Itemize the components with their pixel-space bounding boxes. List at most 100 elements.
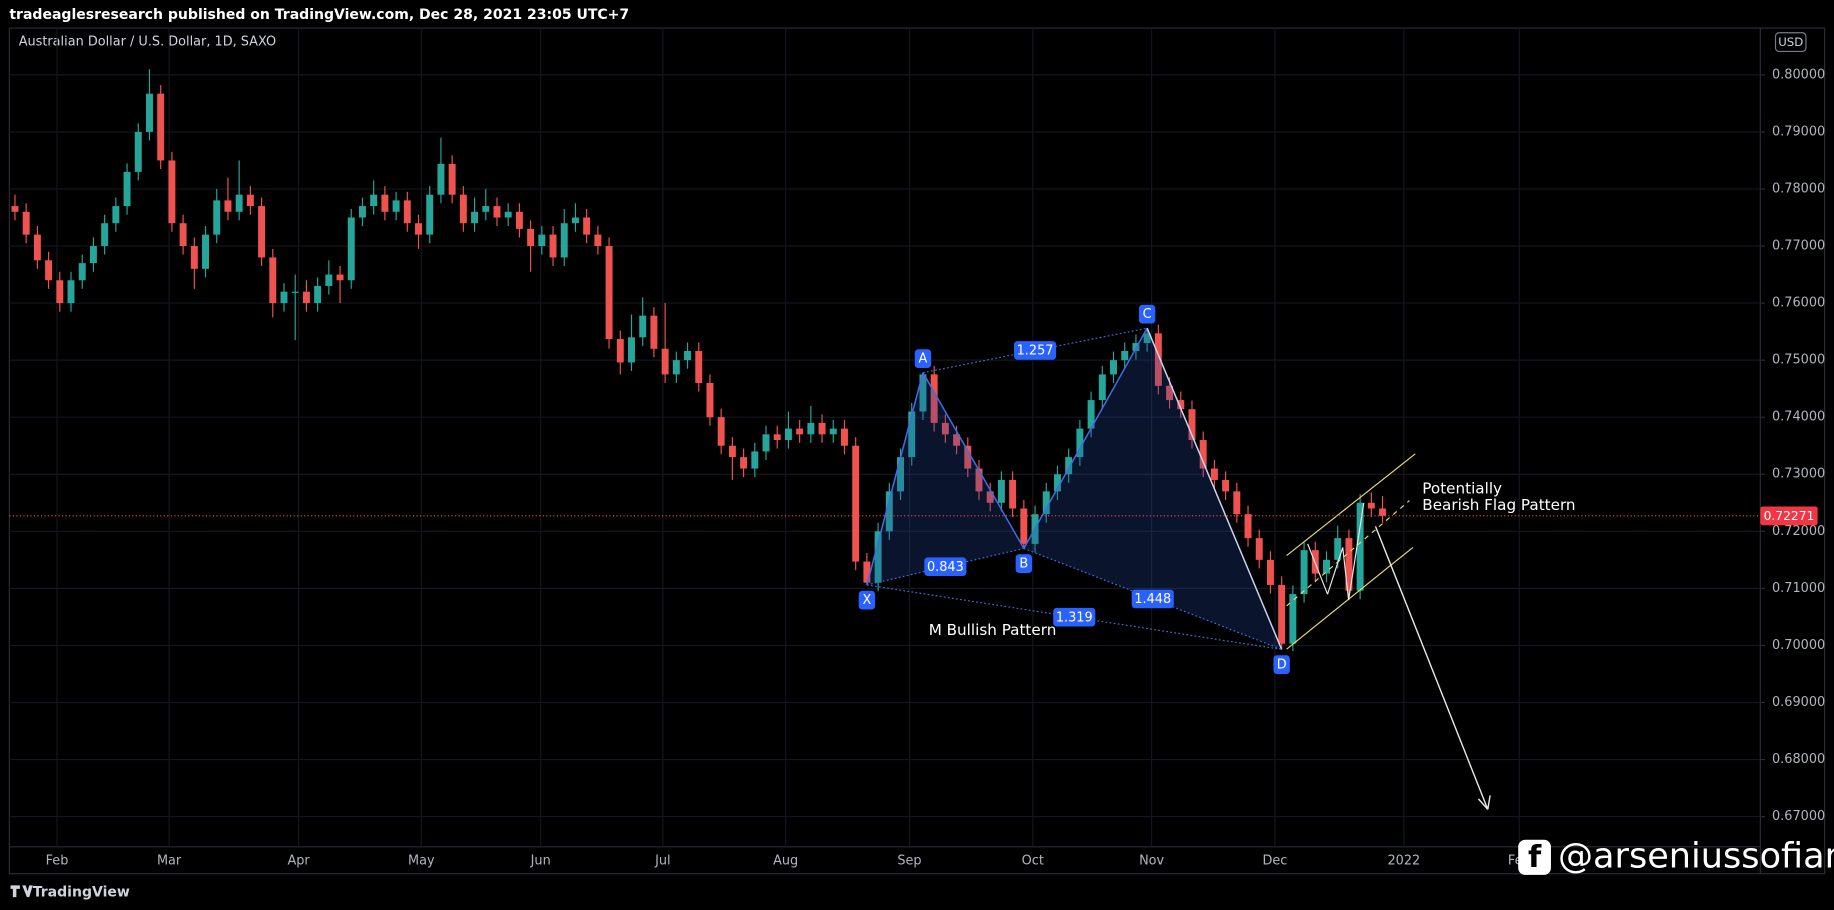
point-box: [1015, 554, 1033, 573]
candle-body: [358, 206, 366, 218]
candle-body: [639, 315, 647, 338]
candle-body: [190, 246, 198, 269]
candle-body: [1379, 508, 1387, 516]
candle-body: [1177, 400, 1185, 410]
flag-swing: [1342, 547, 1350, 601]
x-tick-label: Aug: [773, 853, 798, 868]
ratio-label: 1.257: [1017, 344, 1054, 359]
candle-body: [1166, 385, 1174, 401]
y-tick-label: 0.75000: [1772, 353, 1825, 368]
candle-body: [1289, 594, 1297, 644]
pattern-leg: [922, 372, 1025, 549]
candle-body: [1244, 514, 1252, 539]
candle-body: [426, 194, 434, 235]
candle-body: [1356, 502, 1364, 591]
candle-body: [1154, 333, 1162, 386]
candle-body: [314, 285, 322, 304]
candle-body: [1266, 559, 1274, 585]
candle-body: [930, 374, 938, 423]
arrow-head: [1477, 795, 1491, 810]
candle-body: [538, 234, 546, 247]
x-tick-label: Apr: [287, 853, 310, 868]
candle-body: [246, 194, 254, 207]
candle-body: [650, 315, 658, 349]
candle-body: [471, 211, 479, 224]
candle-body: [841, 428, 848, 446]
facebook-icon: [1518, 839, 1551, 875]
candle-body: [437, 163, 445, 195]
candle-body: [1210, 468, 1218, 480]
candle-body: [146, 93, 153, 132]
footer-brand: TradingView: [33, 884, 130, 900]
candle-body: [33, 234, 41, 261]
candle-body: [11, 206, 19, 212]
candle-body: [964, 445, 972, 469]
candle-body: [101, 223, 109, 247]
candle-body: [347, 217, 355, 281]
candle-body: [1278, 584, 1286, 644]
ratio-box: [1053, 607, 1096, 627]
candle-body: [1042, 491, 1050, 515]
candle-body: [1087, 400, 1095, 429]
candle-body: [549, 234, 557, 258]
pattern-leg: [866, 372, 924, 586]
candle-body: [1065, 457, 1073, 475]
candle-body: [1233, 491, 1241, 515]
candle-body: [280, 291, 288, 304]
candle-body: [571, 217, 579, 224]
candle-body: [706, 382, 714, 418]
candle-body: [302, 291, 310, 304]
candle-body: [897, 457, 905, 492]
candle-body: [157, 93, 165, 161]
y-tick-label: 0.77000: [1772, 239, 1825, 254]
facebook-letter: f: [1528, 840, 1542, 875]
pattern-leg: [1146, 327, 1283, 650]
y-tick-label: 0.80000: [1772, 67, 1825, 82]
candle-body: [269, 257, 277, 304]
candle-body: [997, 479, 1005, 503]
pattern-leg: [1023, 327, 1148, 549]
candle-body: [1110, 360, 1117, 375]
flag-swing: [1348, 502, 1365, 601]
candle-body: [1009, 479, 1017, 509]
x-tick-label: Feb: [46, 853, 69, 868]
y-tick-label: 0.73000: [1772, 467, 1825, 482]
candle-body: [1300, 550, 1308, 595]
y-tick-label: 0.78000: [1772, 181, 1825, 196]
pattern-name: M Bullish Pattern: [929, 621, 1057, 639]
candle-body: [874, 531, 882, 583]
candle-body: [684, 351, 692, 361]
candle-body: [515, 211, 523, 229]
candle-body: [527, 228, 535, 247]
candle-body: [762, 434, 770, 452]
candle-body: [1020, 508, 1028, 544]
candle-body: [45, 260, 53, 281]
candle-body: [986, 491, 994, 503]
candle-body: [459, 194, 467, 224]
footer-logo: [10, 885, 33, 898]
chart-frame: [8, 27, 1826, 875]
candle-body: [885, 491, 893, 532]
candle-body: [583, 217, 591, 235]
candle-body: [448, 163, 456, 195]
point-label: X: [862, 593, 871, 608]
candle-body: [1345, 538, 1353, 591]
candle-body: [672, 360, 680, 375]
x-tick-label: Jul: [654, 853, 671, 868]
candle-body: [784, 428, 792, 441]
candle-body: [751, 451, 759, 469]
y-tick-label: 0.79000: [1772, 124, 1825, 139]
ratio-box: [924, 557, 967, 577]
point-label: B: [1019, 557, 1028, 572]
candle-body: [1323, 559, 1330, 574]
y-tick-label: 0.67000: [1772, 809, 1825, 824]
watermark-group: f @arseniussofian: [1518, 835, 1834, 876]
candle-body: [213, 200, 221, 235]
candle-body: [605, 246, 613, 340]
candle-body: [67, 280, 75, 304]
candle-body: [493, 206, 501, 218]
candle-body: [403, 200, 411, 224]
candle-body: [78, 263, 86, 281]
candle-body: [1255, 538, 1263, 560]
ratio-box: [1131, 589, 1174, 609]
